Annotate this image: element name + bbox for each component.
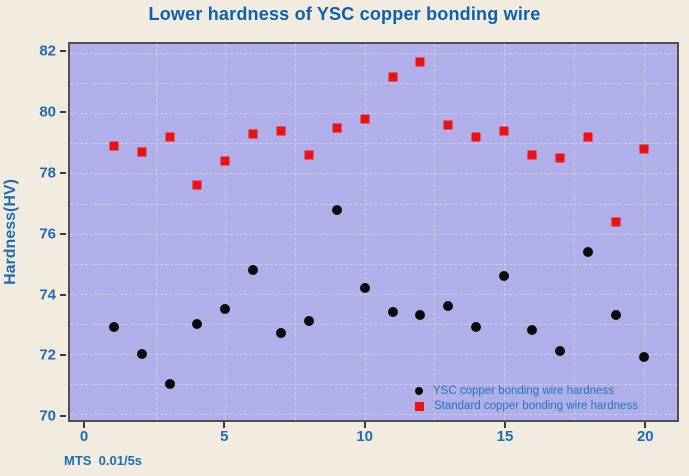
data-point-ysc-x17: [554, 346, 565, 357]
chart-title: Lower hardness of YSC copper bonding wir…: [148, 4, 541, 24]
y-tick-mark-70: [60, 415, 66, 418]
x-axis: 0 5 10 15 20: [68, 422, 679, 452]
gridline-h-79: [70, 143, 677, 145]
data-point-standard-x12: [415, 57, 425, 67]
gridline-v-10: [364, 44, 366, 420]
data-point-ysc-x19: [610, 309, 621, 320]
y-tick-label-74: 74: [39, 286, 56, 304]
gridline-v-7.5: [295, 44, 296, 420]
data-point-standard-x6: [248, 129, 258, 139]
gridline-h-81: [70, 83, 677, 85]
data-point-ysc-x12: [415, 309, 426, 320]
data-point-standard-x20: [639, 144, 649, 154]
data-point-ysc-x5: [220, 303, 231, 314]
x-tick-label-10: 10: [356, 428, 373, 445]
data-point-standard-x15: [499, 126, 509, 136]
data-point-standard-x7: [276, 126, 286, 136]
gridline-v-12.5: [434, 44, 436, 420]
x-tick-label-0: 0: [79, 428, 89, 445]
gridline-h-78: [70, 173, 677, 175]
gridline-v-20: [643, 44, 645, 420]
data-point-standard-x14: [471, 132, 481, 142]
data-point-ysc-x6: [248, 264, 259, 275]
gridline-v-5: [225, 44, 227, 420]
gridline-h-77: [70, 203, 677, 205]
y-tick-mark-74: [60, 293, 66, 296]
data-point-ysc-x11: [387, 306, 398, 317]
data-point-ysc-x18: [582, 246, 593, 257]
legend-label: YSC copper bonding wire hardness: [433, 385, 614, 397]
y-tick-mark-76: [60, 232, 66, 235]
data-point-ysc-x16: [527, 324, 537, 335]
data-point-standard-x18: [583, 132, 593, 142]
data-point-ysc-x13: [443, 300, 454, 311]
data-point-standard-x1: [109, 141, 119, 151]
x-tick-mark-20: [644, 422, 647, 428]
gridline-h-74: [70, 293, 677, 295]
gridline-h-73: [70, 323, 677, 325]
gridline-h-71: [70, 384, 677, 386]
legend-circle-icon: [415, 387, 423, 395]
data-point-ysc-x20: [638, 352, 649, 363]
data-point-standard-x3: [165, 132, 175, 142]
gridline-h-82: [70, 53, 677, 55]
gridline-h-80: [70, 113, 677, 115]
plot-area: YSC copper bonding wire hardness Standard…: [68, 42, 679, 422]
gridline-h-70: [70, 414, 677, 416]
x-tick-mark-0: [82, 422, 85, 428]
data-point-standard-x9: [332, 123, 342, 133]
data-point-standard-x5: [220, 156, 230, 166]
data-point-standard-x17: [555, 153, 565, 163]
data-point-standard-x2: [137, 147, 147, 157]
data-point-ysc-x7: [276, 327, 287, 338]
footnote-mts: MTS 0.01/5s: [64, 453, 143, 468]
data-point-standard-x19: [611, 217, 621, 227]
data-point-standard-x13: [443, 120, 453, 130]
y-tick-mark-82: [60, 50, 66, 53]
data-point-ysc-x10: [359, 282, 370, 293]
x-tick-label-20: 20: [636, 428, 654, 445]
y-tick-mark-80: [60, 110, 66, 113]
x-tick-label-5: 5: [220, 428, 229, 445]
legend-row-ysc: YSC copper bonding wire hardness: [415, 385, 638, 397]
data-point-standard-x4: [192, 180, 202, 190]
legend: YSC copper bonding wire hardness Standard…: [415, 385, 638, 412]
data-point-ysc-x1: [108, 321, 119, 332]
x-tick-mark-10: [363, 422, 366, 428]
data-point-ysc-x3: [164, 379, 175, 390]
gridline-h-72: [70, 354, 677, 356]
y-tick-mark-72: [60, 354, 66, 357]
data-point-standard-x16: [527, 150, 537, 160]
y-axis: 70 72 74 76 78 80 82: [0, 42, 68, 425]
y-tick-label-70: 70: [39, 407, 56, 425]
legend-label: Standard copper bonding wire hardness: [434, 400, 638, 412]
legend-square-icon: [415, 401, 424, 411]
data-point-ysc-x4: [192, 318, 203, 329]
y-tick-label-76: 76: [39, 225, 56, 243]
data-point-ysc-x9: [331, 204, 342, 215]
data-point-standard-x11: [388, 72, 398, 82]
data-point-standard-x8: [304, 150, 314, 160]
gridline-h-76: [70, 233, 677, 235]
gridline-v-2.5: [155, 44, 157, 420]
x-tick-mark-15: [503, 422, 506, 428]
y-tick-label-72: 72: [39, 346, 56, 364]
data-point-ysc-x14: [471, 321, 482, 332]
y-tick-label-78: 78: [39, 164, 56, 182]
data-point-ysc-x8: [303, 315, 314, 326]
gridline-v-15: [504, 44, 506, 420]
y-tick-label-80: 80: [39, 103, 56, 121]
gridline-v-17.5: [573, 44, 575, 420]
legend-row-standard: Standard copper bonding wire hardness: [415, 400, 638, 412]
data-point-ysc-x2: [136, 349, 147, 360]
x-tick-mark-5: [223, 422, 226, 428]
x-tick-label-15: 15: [496, 428, 514, 445]
y-tick-mark-78: [60, 171, 66, 174]
gridline-h-75: [70, 263, 677, 265]
y-tick-label-82: 82: [39, 42, 56, 60]
data-point-standard-x10: [360, 114, 370, 124]
data-point-ysc-x15: [499, 270, 510, 281]
